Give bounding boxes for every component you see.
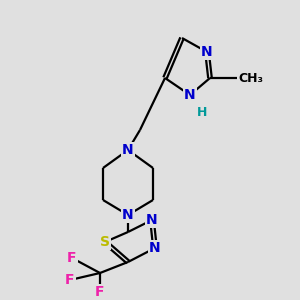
Text: S: S	[100, 235, 110, 249]
Text: N: N	[184, 88, 196, 102]
Text: F: F	[65, 273, 75, 287]
Text: N: N	[122, 143, 134, 157]
Text: F: F	[67, 251, 77, 265]
Text: CH₃: CH₃	[238, 71, 263, 85]
Text: N: N	[201, 45, 213, 59]
Text: N: N	[146, 213, 158, 227]
Text: N: N	[122, 208, 134, 222]
Text: N: N	[149, 241, 161, 255]
Text: H: H	[197, 106, 207, 118]
Text: F: F	[95, 285, 105, 299]
